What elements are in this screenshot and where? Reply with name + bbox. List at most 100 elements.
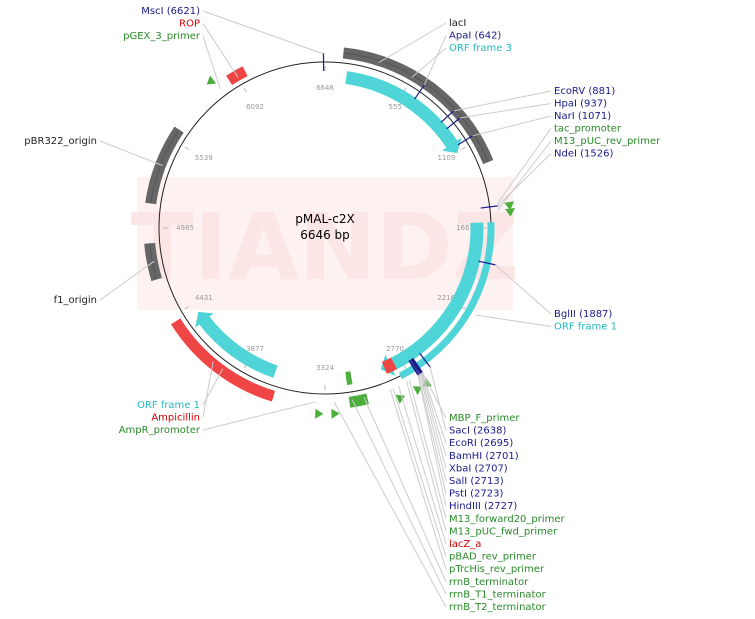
primer-arrow[interactable] [504, 201, 515, 211]
feature-label[interactable]: tac_promoter [554, 124, 622, 135]
feature-label[interactable]: SacI (2638) [449, 426, 506, 437]
primer-arrow[interactable] [412, 386, 423, 396]
label-leader-line [420, 373, 447, 469]
restriction-site-mark[interactable] [410, 359, 421, 376]
label-leader-line [202, 401, 317, 431]
label-leader-line [99, 260, 155, 301]
site-layer [322, 53, 499, 377]
feature-outline [149, 244, 157, 279]
label-leader-line [408, 380, 447, 519]
label-leader-line [418, 374, 447, 494]
restriction-site-mark[interactable] [419, 352, 432, 368]
feature-label[interactable]: NdeI (1526) [554, 149, 613, 160]
feature-label[interactable]: EcoRI (2695) [449, 438, 513, 449]
tick-mark [243, 87, 247, 93]
label-leader-line [378, 22, 447, 63]
feature-label[interactable]: AmpR_promoter [119, 425, 201, 436]
primer-arrow[interactable] [331, 408, 340, 419]
feature-arc[interactable] [198, 315, 278, 378]
restriction-site-mark[interactable] [410, 358, 422, 375]
feature-label[interactable]: pBAD_rev_primer [449, 552, 537, 563]
feature-label[interactable]: pBR322_origin [24, 136, 97, 147]
feature-label[interactable]: MBP_F_primer [449, 413, 520, 424]
feature-label[interactable]: ORF frame 3 [449, 43, 512, 54]
feature-label[interactable]: Ampicillin [151, 413, 200, 424]
restriction-site-mark[interactable] [478, 260, 497, 266]
label-leader-line [421, 372, 447, 444]
feature-label[interactable]: rrnB_terminator [449, 577, 529, 588]
tick-label: 6646 [316, 84, 334, 92]
label-leader-line [99, 140, 163, 167]
feature-label[interactable]: f1_origin [54, 295, 97, 306]
feature-label[interactable]: HindIII (2727) [449, 501, 517, 512]
restriction-site-mark[interactable] [412, 357, 424, 374]
feature-label[interactable]: BamHI (2701) [449, 451, 519, 462]
feature-label[interactable]: M13_pUC_fwd_primer [449, 526, 558, 537]
primer-arrow[interactable] [206, 75, 217, 85]
feature-label[interactable]: EcoRV (881) [554, 86, 615, 97]
restriction-site-mark[interactable] [408, 360, 420, 377]
feature-outline [344, 52, 489, 162]
label-leader-line [421, 372, 447, 419]
label-leader-line [333, 401, 447, 608]
feature-arc[interactable] [398, 222, 495, 380]
feature-label[interactable]: lacZ_a [449, 539, 481, 550]
feature-label[interactable]: rrnB_T2_terminator [449, 602, 547, 613]
label-leader-line [411, 47, 447, 78]
feature-label[interactable]: lacI [449, 18, 466, 29]
label-leader-line [202, 10, 324, 55]
label-leader-line [497, 140, 552, 211]
label-leader-line [398, 385, 447, 545]
tick-label: 2216 [437, 294, 455, 302]
label-leader-line [453, 90, 552, 112]
label-leader-line [475, 314, 552, 327]
plasmid-size: 6646 bp [300, 228, 350, 242]
feature-label[interactable]: PstI (2723) [449, 489, 503, 500]
tick-label: 5539 [195, 154, 213, 162]
primer-arrow[interactable] [395, 394, 406, 404]
feature-label[interactable]: ROP [179, 19, 200, 30]
feature-label[interactable]: ORF frame 1 [554, 322, 617, 333]
feature-arc[interactable] [345, 71, 458, 149]
feature-label[interactable]: M13_forward20_primer [449, 514, 566, 525]
tick-mark [460, 146, 466, 151]
restriction-site-mark[interactable] [480, 205, 499, 209]
feature-arc[interactable] [345, 371, 353, 385]
feature-arrowhead [195, 311, 214, 328]
feature-arc[interactable] [386, 222, 484, 372]
feature-label[interactable]: XbaI (2707) [449, 463, 508, 474]
watermark-text: TIANDZ [131, 194, 519, 301]
feature-arc[interactable] [381, 357, 397, 374]
feature-label[interactable]: ApaI (642) [449, 31, 501, 42]
feature-label[interactable]: MscI (6621) [141, 6, 200, 17]
feature-label[interactable]: BglII (1887) [554, 309, 612, 320]
feature-label[interactable]: pTrcHis_rev_primer [449, 564, 545, 575]
restriction-site-mark[interactable] [411, 358, 423, 374]
label-leader-line [406, 381, 447, 532]
tick-label: 555 [389, 103, 402, 111]
restriction-site-mark[interactable] [446, 116, 461, 130]
feature-label[interactable]: rrnB_T1_terminator [449, 589, 547, 600]
feature-label[interactable]: HpaI (937) [554, 99, 607, 110]
restriction-site-mark[interactable] [440, 109, 455, 123]
primer-arrow[interactable] [505, 208, 515, 217]
feature-label[interactable]: ORF frame 1 [137, 400, 200, 411]
restriction-site-mark[interactable] [457, 134, 474, 146]
label-leader-line [419, 373, 447, 482]
feature-arc[interactable] [348, 393, 369, 408]
feature-label[interactable]: M13_pUC_rev_primer [554, 136, 661, 147]
primer-arrow[interactable] [315, 408, 324, 419]
feature-label[interactable]: pGEX_3_primer [123, 31, 201, 42]
feature-label[interactable]: NarI (1071) [554, 111, 611, 122]
tick-label: 3324 [316, 364, 334, 372]
tick-label: 1109 [437, 154, 455, 162]
tick-layer: 6646 555 1109 1662 2216 2770 3324 3877 4431 4985 5… [163, 66, 487, 390]
tick-label: 4431 [195, 294, 213, 302]
feature-arc[interactable] [171, 318, 276, 402]
restriction-site-mark[interactable] [414, 83, 426, 100]
label-leader-line [496, 128, 552, 205]
label-leader-line [423, 35, 447, 86]
feature-label[interactable]: SalI (2713) [449, 476, 504, 487]
